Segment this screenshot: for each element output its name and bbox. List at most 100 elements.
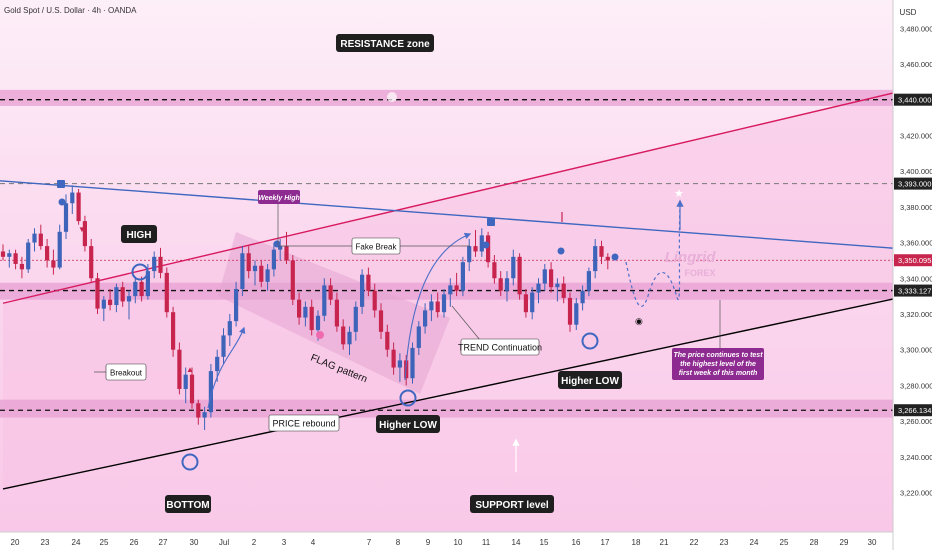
candle-body xyxy=(479,235,484,252)
candle-body xyxy=(26,242,31,270)
price-tag: 3,333.127 xyxy=(898,287,931,296)
candle-body xyxy=(189,374,195,404)
touch-dot xyxy=(482,241,490,249)
candle-body xyxy=(347,331,352,345)
x-tick-label: 24 xyxy=(72,538,81,547)
candle-body xyxy=(385,331,390,350)
candle-body xyxy=(448,285,453,295)
price-tag-bg xyxy=(894,254,932,267)
candle-body xyxy=(240,253,245,289)
higher-low-2-label-bg xyxy=(558,371,622,389)
candle-body xyxy=(215,356,220,372)
candle-body xyxy=(70,192,75,204)
candle-body xyxy=(536,283,541,293)
time-axis-bg xyxy=(0,532,893,550)
candle-body xyxy=(378,310,384,332)
candle-body xyxy=(549,269,554,288)
y-tick-label: 3,340.000 xyxy=(900,274,932,283)
candle-body xyxy=(284,246,289,261)
bottom-label: BOTTOM xyxy=(166,500,209,511)
y-tick-label: 3,460.000 xyxy=(900,60,932,69)
candle-body xyxy=(108,299,113,306)
candle-body xyxy=(523,294,528,313)
x-tick-label: 18 xyxy=(632,538,641,547)
x-tick-label: 14 xyxy=(512,538,521,547)
brand-watermark: Lingrid xyxy=(665,249,717,266)
support-level-label: SUPPORT level xyxy=(475,500,549,511)
candle-body xyxy=(561,283,566,298)
note-line: the highest level of the xyxy=(680,361,756,368)
touch-dot xyxy=(273,240,281,248)
candle-body xyxy=(297,299,302,318)
resistance-zone-label-bg xyxy=(336,34,434,52)
higher-low-1-circle xyxy=(399,389,417,407)
candle-body xyxy=(51,260,56,268)
candle-body xyxy=(45,246,50,261)
x-tick-label: 2 xyxy=(252,538,257,547)
x-tick-label: 25 xyxy=(100,538,109,547)
candle-body xyxy=(366,274,371,291)
trend-arrow xyxy=(404,232,472,381)
up-arrow-icon: ▲ xyxy=(186,365,194,374)
touch-dot xyxy=(58,198,66,206)
price-zone-3 xyxy=(0,399,893,418)
candle-body xyxy=(19,263,24,270)
candle-body xyxy=(586,271,591,291)
candle-body xyxy=(38,233,43,247)
candle-body xyxy=(542,269,547,284)
candle-body xyxy=(120,287,125,302)
currency-label: USD xyxy=(900,8,917,17)
price-tag-bg xyxy=(894,284,932,297)
high-label: HIGH xyxy=(127,230,152,241)
x-tick-label: 3 xyxy=(282,538,287,547)
y-tick-label: 3,400.000 xyxy=(900,167,932,176)
candle-body xyxy=(574,303,579,325)
high-circle xyxy=(131,263,149,281)
candle-body xyxy=(57,231,62,268)
breakout-label: Breakout xyxy=(110,369,143,378)
candle-body xyxy=(441,294,447,313)
candle-body xyxy=(454,285,459,291)
candle-body xyxy=(177,349,182,389)
candle-body xyxy=(517,256,522,295)
x-tick-label: 7 xyxy=(367,538,372,547)
candle-body xyxy=(63,203,69,232)
snail-icon xyxy=(316,331,324,339)
candle-body xyxy=(7,253,12,257)
note-line: The price continues to test xyxy=(673,352,763,359)
trend-continuation-connector xyxy=(451,305,481,341)
candle-body xyxy=(252,265,258,272)
x-tick-label: 4 xyxy=(311,538,316,547)
candle-body xyxy=(202,412,207,418)
candle-body xyxy=(567,297,573,325)
candle-body xyxy=(423,310,428,327)
y-tick-label: 3,280.000 xyxy=(900,381,932,390)
fake-break-label-bg xyxy=(351,237,401,255)
x-tick-label: 21 xyxy=(660,538,669,547)
arrow-down-marker-1 xyxy=(57,180,65,188)
x-tick-label: 8 xyxy=(396,538,401,547)
candle-body xyxy=(82,221,87,247)
candle-body xyxy=(334,299,339,327)
candle-body xyxy=(196,403,201,418)
candle-body xyxy=(580,290,585,304)
note-line: first week of this month xyxy=(679,370,758,377)
price-tag-bg xyxy=(894,404,932,417)
x-tick-label: 17 xyxy=(601,538,610,547)
y-tick-label: 3,480.000 xyxy=(900,24,932,33)
x-tick-label: 9 xyxy=(426,538,431,547)
y-tick-label: 3,240.000 xyxy=(900,453,932,462)
candle-body xyxy=(290,260,295,300)
candle-body xyxy=(322,285,327,316)
higher-low-1-label: Higher LOW xyxy=(379,420,437,431)
resistance-trendline xyxy=(2,83,932,304)
weekly-high-bg xyxy=(258,190,300,204)
x-tick-label: 28 xyxy=(810,538,819,547)
x-tick-label: 22 xyxy=(690,538,699,547)
candle-body xyxy=(271,249,276,270)
projection-path xyxy=(625,204,681,308)
candle-body xyxy=(372,290,377,311)
price-zone-1 xyxy=(0,89,893,106)
